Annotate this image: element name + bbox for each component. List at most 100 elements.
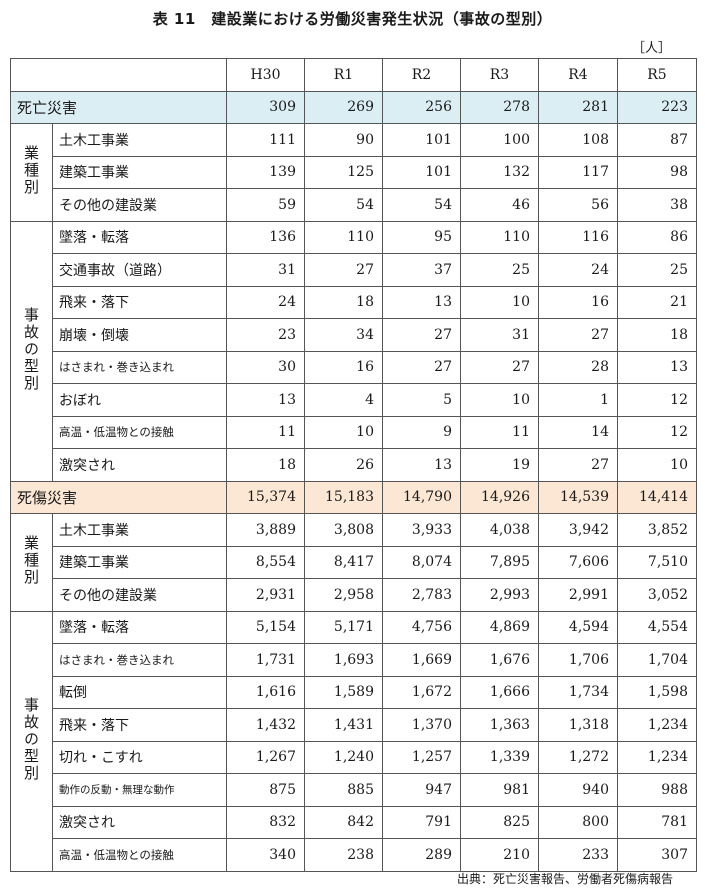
table-row: 業種別 土木工事業 3,889 3,808 3,933 4,038 3,942 3,852 [10,513,697,612]
table-row: 高温・低温物との接触 11 10 9 11 14 12 [11,415,697,449]
value-cell: 1,267 [226,740,305,774]
value-cell: 98 [617,155,697,189]
value-cell: 11 [226,415,305,449]
value-cell: 46 [460,188,539,222]
value-cell: 38 [617,188,697,222]
value-cell: 27 [460,350,539,384]
value-cell: 238 [304,838,383,872]
table-row: その他の建設業 2,931 2,958 2,783 2,993 2,991 3,052 [11,578,697,612]
value-cell: 100 [460,123,539,157]
value-cell: 1,693 [304,643,383,677]
value-cell: 24 [226,285,305,319]
row-label: 建築工事業 [52,545,227,579]
accident-table: H30 R1 R2 R3 R4 R5 死亡災害 309 269 256 278 281 22… [10,58,697,872]
value-cell: 309 [226,90,305,124]
year-header: R2 [382,58,461,92]
value-cell: 16 [538,285,618,319]
value-cell: 4,554 [617,610,697,644]
value-cell: 4,756 [382,610,461,644]
value-cell: 14,926 [460,480,539,514]
group-label: 業種別 [22,144,40,196]
value-cell: 13 [617,350,697,384]
value-cell: 117 [538,155,618,189]
value-cell: 1 [538,383,618,417]
value-cell: 24 [538,253,618,287]
value-cell: 11 [460,415,539,449]
table-row: 激突され 18 26 13 19 27 10 [11,448,697,482]
value-cell: 54 [304,188,383,222]
row-label: はさまれ・巻き込まれ [52,643,227,677]
death-industry-group: 業種別 [10,123,53,222]
row-label: 飛来・落下 [52,708,227,742]
value-cell: 1,318 [538,708,618,742]
injury-type-group: 事故の型別 [10,610,53,872]
value-cell: 86 [617,220,697,254]
value-cell: 111 [226,123,305,157]
value-cell: 1,339 [460,740,539,774]
value-cell: 13 [382,448,461,482]
value-cell: 95 [382,220,461,254]
table-row: 交通事故（道路） 31 27 37 25 24 25 [11,253,697,287]
row-label: 激突され [52,448,227,482]
death-total-label: 死亡災害 [10,90,227,124]
value-cell: 1,234 [617,740,697,774]
value-cell: 16 [304,350,383,384]
table-row: 高温・低温物との接触 340 238 289 210 233 307 [11,838,697,872]
table-row: 建築工事業 139 125 101 132 117 98 [11,155,697,189]
value-cell: 13 [382,285,461,319]
row-label: 土木工事業 [52,123,227,157]
value-cell: 14,539 [538,480,618,514]
row-label: 建築工事業 [52,155,227,189]
value-cell: 110 [460,220,539,254]
value-cell: 832 [226,805,305,839]
year-header: H30 [226,58,305,92]
value-cell: 7,895 [460,545,539,579]
value-cell: 27 [382,318,461,352]
value-cell: 101 [382,123,461,157]
value-cell: 1,731 [226,643,305,677]
row-label: 激突され [52,805,227,839]
value-cell: 2,993 [460,578,539,612]
value-cell: 9 [382,415,461,449]
value-cell: 108 [538,123,618,157]
table-row: 業種別 土木工事業 111 90 101 100 108 87 [10,123,697,222]
value-cell: 125 [304,155,383,189]
value-cell: 1,589 [304,675,383,709]
value-cell: 25 [460,253,539,287]
value-cell: 825 [460,805,539,839]
group-label: 事故の型別 [22,696,40,782]
value-cell: 1,669 [382,643,461,677]
value-cell: 15,374 [226,480,305,514]
value-cell: 269 [304,90,383,124]
value-cell: 947 [382,773,461,807]
table-row: 崩壊・倒壊 23 34 27 31 27 18 [11,318,697,352]
value-cell: 31 [460,318,539,352]
value-cell: 21 [617,285,697,319]
value-cell: 14,790 [382,480,461,514]
group-label: 事故の型別 [22,306,40,392]
value-cell: 27 [538,318,618,352]
value-cell: 1,734 [538,675,618,709]
value-cell: 13 [226,383,305,417]
value-cell: 981 [460,773,539,807]
value-cell: 1,370 [382,708,461,742]
value-cell: 23 [226,318,305,352]
value-cell: 233 [538,838,618,872]
value-cell: 289 [382,838,461,872]
value-cell: 56 [538,188,618,222]
table-title: 表 11 建設業における労働災害発生状況（事故の型別） [152,10,553,28]
value-cell: 15,183 [304,480,383,514]
value-cell: 37 [382,253,461,287]
value-cell: 8,417 [304,545,383,579]
value-cell: 4 [304,383,383,417]
table-row: はさまれ・巻き込まれ 30 16 27 27 28 13 [11,350,697,384]
header-corner [10,58,227,92]
row-label: その他の建設業 [52,188,227,222]
value-cell: 800 [538,805,618,839]
value-cell: 5 [382,383,461,417]
value-cell: 842 [304,805,383,839]
value-cell: 12 [617,415,697,449]
value-cell: 28 [538,350,618,384]
value-cell: 116 [538,220,618,254]
value-cell: 5,171 [304,610,383,644]
